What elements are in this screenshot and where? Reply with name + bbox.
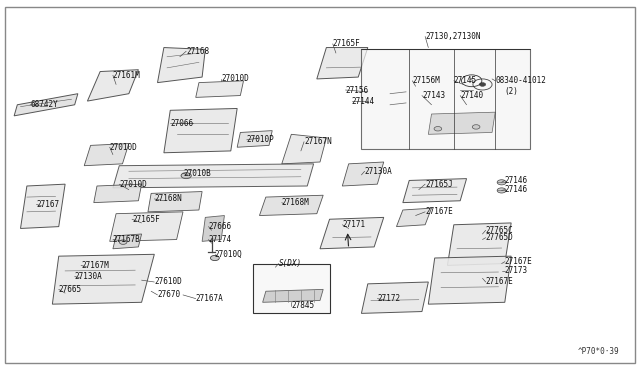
- Polygon shape: [84, 144, 129, 166]
- Text: S: S: [470, 78, 474, 83]
- FancyBboxPatch shape: [253, 263, 330, 313]
- Text: 27156: 27156: [346, 86, 369, 94]
- Text: 27010D: 27010D: [221, 74, 249, 83]
- Polygon shape: [396, 208, 431, 227]
- Polygon shape: [282, 134, 326, 164]
- Text: 27010Q: 27010Q: [215, 250, 243, 259]
- Circle shape: [497, 180, 506, 185]
- Polygon shape: [342, 162, 384, 186]
- Text: 27171: 27171: [342, 220, 365, 229]
- Text: 27845: 27845: [291, 301, 314, 311]
- Text: S(DX): S(DX): [278, 259, 301, 268]
- Text: 27140: 27140: [460, 91, 483, 100]
- Text: 27130A: 27130A: [75, 272, 102, 281]
- Text: 68742Y: 68742Y: [30, 100, 58, 109]
- Text: 27130,27130N: 27130,27130N: [425, 32, 481, 41]
- Polygon shape: [362, 282, 428, 313]
- Text: 27143: 27143: [422, 91, 445, 100]
- Text: 27765D: 27765D: [486, 233, 513, 242]
- Text: 27173: 27173: [505, 266, 528, 275]
- Polygon shape: [259, 195, 323, 215]
- Polygon shape: [428, 256, 511, 304]
- Polygon shape: [14, 94, 78, 116]
- Circle shape: [119, 240, 127, 244]
- Circle shape: [434, 126, 442, 131]
- Text: 27167M: 27167M: [81, 261, 109, 270]
- Polygon shape: [320, 217, 384, 249]
- Text: 27165F: 27165F: [132, 215, 160, 224]
- Text: 27165F: 27165F: [333, 39, 360, 48]
- Polygon shape: [403, 179, 467, 203]
- Polygon shape: [202, 215, 225, 241]
- Circle shape: [497, 188, 506, 193]
- Polygon shape: [237, 131, 272, 147]
- Text: 27670: 27670: [157, 291, 180, 299]
- Text: 27168N: 27168N: [154, 195, 182, 203]
- Text: 27666: 27666: [209, 222, 232, 231]
- Polygon shape: [262, 289, 323, 302]
- Polygon shape: [447, 223, 511, 265]
- Polygon shape: [317, 48, 368, 79]
- Circle shape: [211, 256, 220, 260]
- Text: 27161M: 27161M: [113, 71, 141, 80]
- Text: ^P70*0·39: ^P70*0·39: [578, 347, 620, 356]
- Polygon shape: [428, 112, 495, 134]
- Polygon shape: [88, 70, 138, 101]
- Text: 27167B: 27167B: [113, 235, 141, 244]
- Polygon shape: [164, 109, 237, 153]
- Bar: [362, 49, 531, 149]
- Text: 27144: 27144: [352, 97, 375, 106]
- Text: 27010D: 27010D: [109, 143, 138, 152]
- Text: 27610D: 27610D: [154, 278, 182, 286]
- Polygon shape: [109, 212, 183, 241]
- Text: 27156M: 27156M: [412, 76, 440, 85]
- Text: 27130A: 27130A: [365, 167, 392, 176]
- Polygon shape: [196, 81, 244, 97]
- Circle shape: [472, 125, 480, 129]
- Circle shape: [479, 83, 486, 86]
- Text: (2): (2): [505, 87, 518, 96]
- Text: 08340-41012: 08340-41012: [495, 76, 546, 85]
- Polygon shape: [52, 254, 154, 304]
- Text: 27168M: 27168M: [282, 198, 310, 207]
- Polygon shape: [94, 184, 141, 203]
- Text: 27172: 27172: [378, 294, 401, 303]
- Polygon shape: [157, 48, 205, 83]
- Polygon shape: [113, 164, 314, 188]
- Text: 27167N: 27167N: [304, 137, 332, 146]
- Text: 27145: 27145: [454, 76, 477, 85]
- Text: 27168: 27168: [186, 47, 209, 56]
- Text: 27167E: 27167E: [505, 257, 532, 266]
- Text: 27010P: 27010P: [246, 135, 275, 144]
- Circle shape: [181, 173, 191, 179]
- Text: 27167A: 27167A: [196, 294, 223, 303]
- Text: 27010B: 27010B: [183, 169, 211, 177]
- Text: 27146: 27146: [505, 176, 528, 185]
- Polygon shape: [148, 192, 202, 212]
- Text: 27146: 27146: [505, 185, 528, 194]
- Text: 27167: 27167: [36, 200, 60, 209]
- Text: 27066: 27066: [170, 119, 193, 128]
- Text: 27165J: 27165J: [425, 180, 453, 189]
- Text: 27665: 27665: [59, 285, 82, 294]
- Text: 27167E: 27167E: [425, 207, 453, 217]
- Text: 27010D: 27010D: [119, 180, 147, 189]
- Polygon shape: [20, 184, 65, 228]
- Text: 27167E: 27167E: [486, 278, 513, 286]
- Text: 27765C: 27765C: [486, 226, 513, 235]
- Polygon shape: [113, 234, 141, 249]
- Text: 27174: 27174: [209, 235, 232, 244]
